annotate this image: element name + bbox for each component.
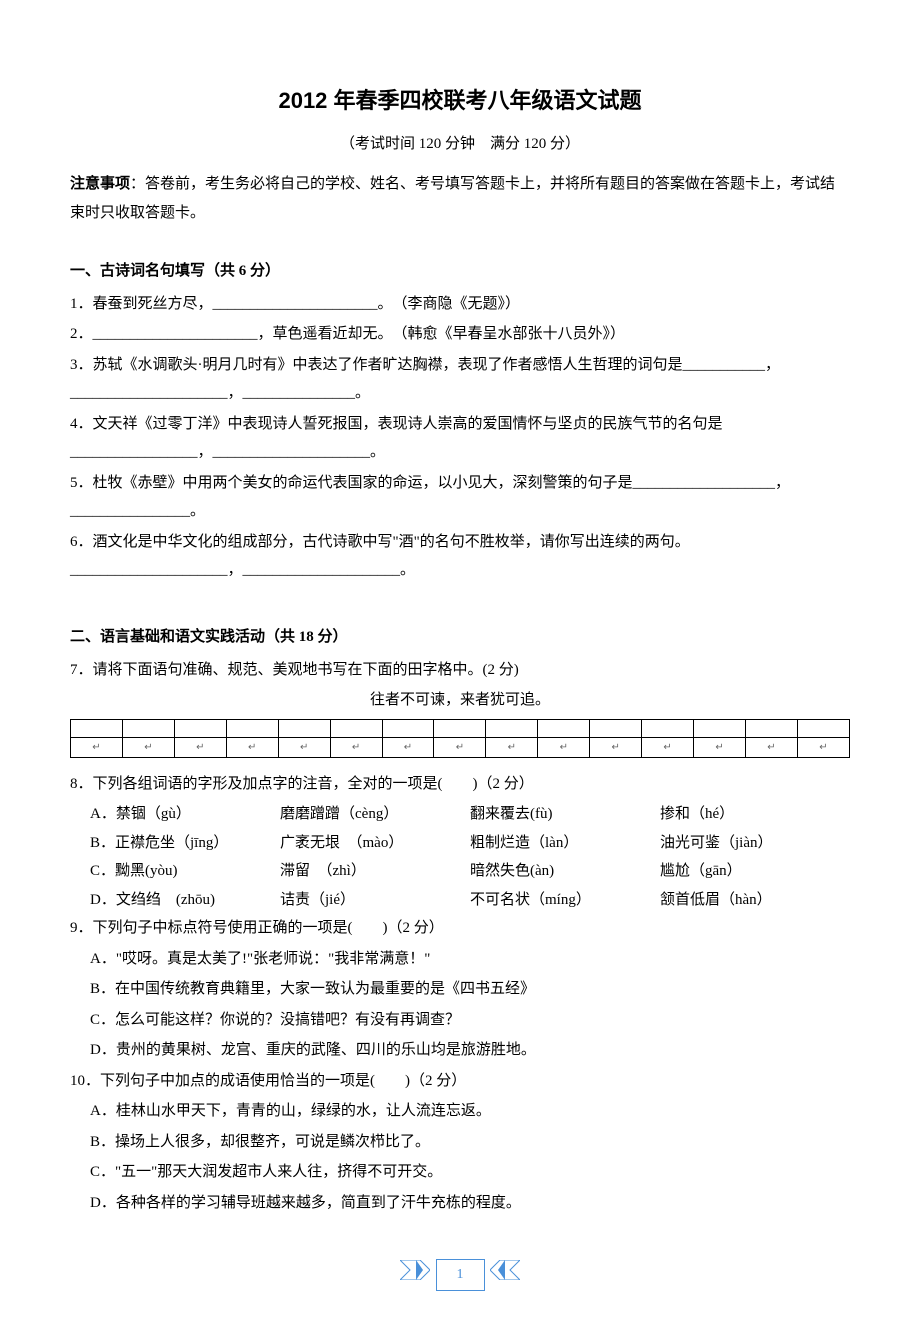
q8-b4: 油光可鉴（jiàn） <box>660 829 850 858</box>
question-3: 3．苏轼《水调歌头·明月几时有》中表达了作者旷达胸襟，表现了作者感悟人生哲理的词… <box>70 351 850 408</box>
notice-block: 注意事项：答卷前，考生务必将自己的学校、姓名、考号填写答题卡上，并将所有题目的答… <box>70 170 850 227</box>
notice-text: ：答卷前，考生务必将自己的学校、姓名、考号填写答题卡上，并将所有题目的答案做在答… <box>70 176 835 221</box>
question-10-option-c: C．"五一"那天大润发超市人来人往，挤得不可开交。 <box>90 1158 850 1187</box>
question-9-option-b: B．在中国传统教育典籍里，大家一致认为最重要的是《四书五经》 <box>90 975 850 1004</box>
q8-c2: 滞留 （zhì） <box>280 857 470 886</box>
q8-d1: D．文绉绉 (zhōu) <box>90 886 280 915</box>
question-6: 6．酒文化是中华文化的组成部分，古代诗歌中写"酒"的名句不胜枚举，请你写出连续的… <box>70 528 850 585</box>
notice-bold: 注意事项 <box>70 176 130 192</box>
q8-c1: C．黝黑(yòu) <box>90 857 280 886</box>
exam-title: 2012 年春季四校联考八年级语文试题 <box>70 80 850 122</box>
section-2-heading: 二、语言基础和语文实践活动（共 18 分） <box>70 623 850 652</box>
question-9-option-d: D．贵州的黄果树、龙宫、重庆的武隆、四川的乐山均是旅游胜地。 <box>90 1036 850 1065</box>
question-4: 4．文天祥《过零丁洋》中表现诗人誓死报国，表现诗人崇高的爱国情怀与坚贞的民族气节… <box>70 410 850 467</box>
question-8-option-a: A．禁锢（gù） 磨磨蹭蹭（cèng） 翻来覆去(fù) 掺和（hé） <box>90 800 850 829</box>
question-8-option-b: B．正襟危坐（jīng） 广袤无垠 （mào） 粗制烂造（làn） 油光可鉴（j… <box>90 829 850 858</box>
question-8-option-d: D．文绉绉 (zhōu) 诘责（jié） 不可名状（míng） 颔首低眉（hàn… <box>90 886 850 915</box>
section-1-heading: 一、古诗词名句填写（共 6 分） <box>70 257 850 286</box>
writing-grid: ↵↵↵↵↵↵↵↵↵↵↵↵↵↵↵ <box>70 719 850 758</box>
question-9-option-c: C．怎么可能这样？你说的？没搞错吧？有没有再调查？ <box>90 1006 850 1035</box>
question-9-stem: 9．下列句子中标点符号使用正确的一项是( )（2 分） <box>70 914 850 943</box>
q8-d2: 诘责（jié） <box>280 886 470 915</box>
question-7: 7．请将下面语句准确、规范、美观地书写在下面的田字格中。(2 分) <box>70 656 850 685</box>
q8-d3: 不可名状（míng） <box>470 886 660 915</box>
q8-a3: 翻来覆去(fù) <box>470 800 660 829</box>
q8-b3: 粗制烂造（làn） <box>470 829 660 858</box>
exam-subtitle: （考试时间 120 分钟 满分 120 分） <box>70 130 850 159</box>
q8-c4: 尴尬（gān） <box>660 857 850 886</box>
question-9-option-a: A．"哎呀。真是太美了!"张老师说："我非常满意！" <box>90 945 850 974</box>
q8-b1: B．正襟危坐（jīng） <box>90 829 280 858</box>
question-10-option-a: A．桂林山水甲天下，青青的山，绿绿的水，让人流连忘返。 <box>90 1097 850 1126</box>
q8-a4: 掺和（hé） <box>660 800 850 829</box>
question-1: 1．春蚕到死丝方尽，______________________。 （李商隐《无… <box>70 290 850 319</box>
question-10-stem: 10．下列句子中加点的成语使用恰当的一项是( )（2 分） <box>70 1067 850 1096</box>
q8-a1: A．禁锢（gù） <box>90 800 280 829</box>
page-number-badge: 1 <box>436 1259 485 1292</box>
q8-d4: 颔首低眉（hàn） <box>660 886 850 915</box>
question-10-option-d: D．各种各样的学习辅导班越来越多，简直到了汗牛充栋的程度。 <box>90 1189 850 1218</box>
q8-b2: 广袤无垠 （mào） <box>280 829 470 858</box>
question-8-stem: 8．下列各组词语的字形及加点字的注音，全对的一项是( )（2 分） <box>70 770 850 799</box>
question-2: 2．______________________，草色遥看近却无。 （韩愈《早春… <box>70 320 850 349</box>
question-5: 5．杜牧《赤壁》中用两个美女的命运代表国家的命运，以小见大，深刻警策的句子是__… <box>70 469 850 526</box>
q8-c3: 暗然失色(àn) <box>470 857 660 886</box>
question-7-phrase: 往者不可谏，来者犹可追。 <box>70 686 850 715</box>
page-number-container: 1 <box>70 1257 850 1291</box>
q8-a2: 磨磨蹭蹭（cèng） <box>280 800 470 829</box>
question-10-option-b: B．操场上人很多，却很整齐，可说是鳞次栉比了。 <box>90 1128 850 1157</box>
question-8-option-c: C．黝黑(yòu) 滞留 （zhì） 暗然失色(àn) 尴尬（gān） <box>90 857 850 886</box>
